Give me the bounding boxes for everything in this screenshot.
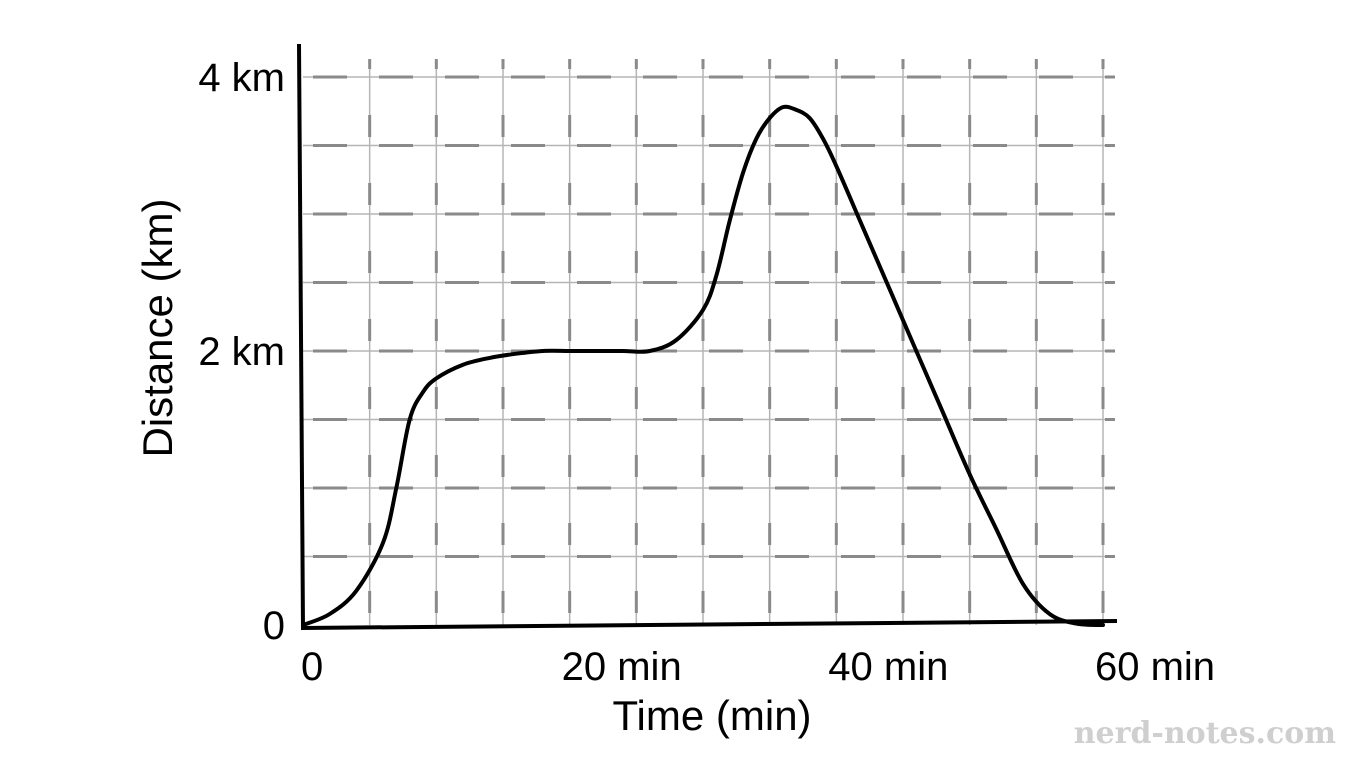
x-tick-label: 0: [301, 645, 323, 689]
tick-labels: 0 20 min 40 min 60 min 0 2 km 4 km: [198, 56, 1215, 689]
x-tick-label: 40 min: [828, 645, 948, 689]
x-tick-label: 60 min: [1095, 645, 1215, 689]
grid: [303, 59, 1115, 625]
x-axis-label: Time (min): [612, 692, 811, 739]
y-tick-label: 0: [263, 604, 285, 648]
y-tick-label: 2 km: [198, 330, 285, 374]
watermark: nerd-notes.com: [1074, 716, 1337, 751]
x-axis-line: [300, 619, 1118, 630]
y-axis-label: Distance (km): [134, 198, 181, 457]
y-tick-label: 4 km: [198, 56, 285, 100]
x-tick-label: 20 min: [562, 645, 682, 689]
axes: [297, 43, 1118, 630]
series-line: [301, 104, 1105, 627]
y-axis-line: [297, 43, 305, 630]
